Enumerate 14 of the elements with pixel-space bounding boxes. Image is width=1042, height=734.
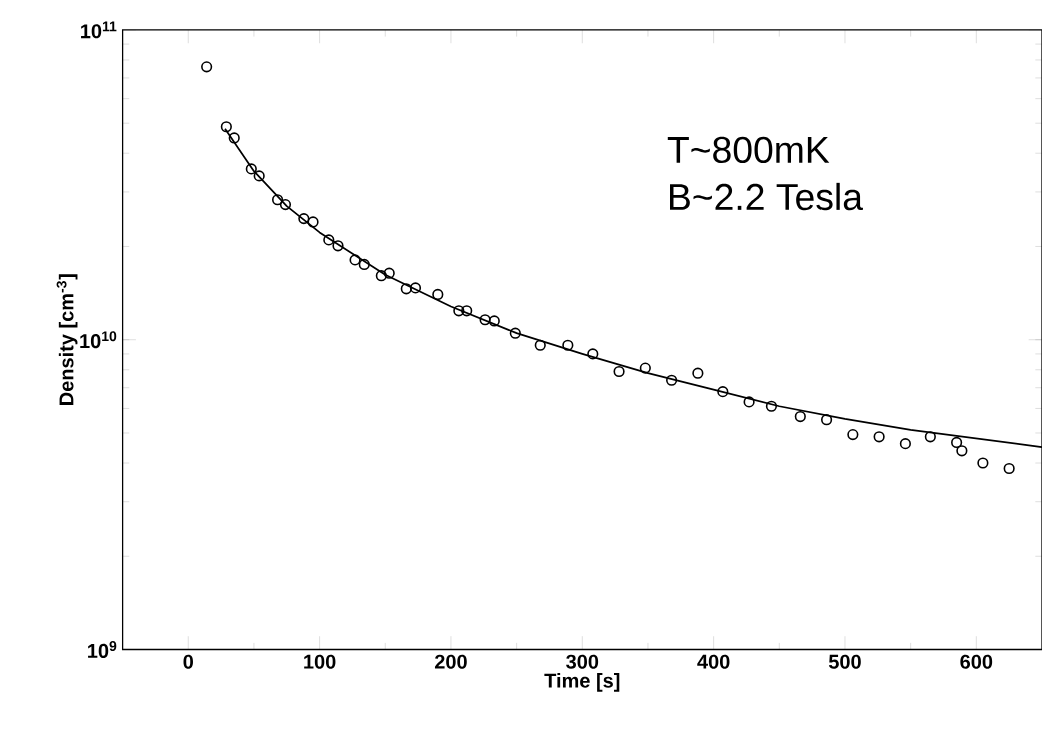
x-tick-label: 400	[697, 654, 730, 670]
x-tick-label: 300	[566, 654, 599, 670]
y-axis-title: Density [cm$^{-3}$]	[56, 274, 78, 406]
x-tick-label: 500	[828, 654, 861, 670]
annotation: T~800mK	[667, 136, 830, 164]
y-tick-label: 10$^{9}$	[88, 641, 117, 659]
x-tick-label: 100	[304, 654, 336, 670]
y-tick-label: 10$^{11}$	[81, 21, 117, 39]
x-tick-label: 0	[183, 654, 193, 670]
x-tick-label: 200	[434, 654, 467, 670]
x-tick-label: 600	[960, 654, 993, 670]
y-tick-label: 10$^{10}$	[80, 331, 117, 349]
x-axis-title: Time [s]	[544, 673, 620, 692]
annotation: B~2.2 Tesla	[670, 183, 863, 211]
